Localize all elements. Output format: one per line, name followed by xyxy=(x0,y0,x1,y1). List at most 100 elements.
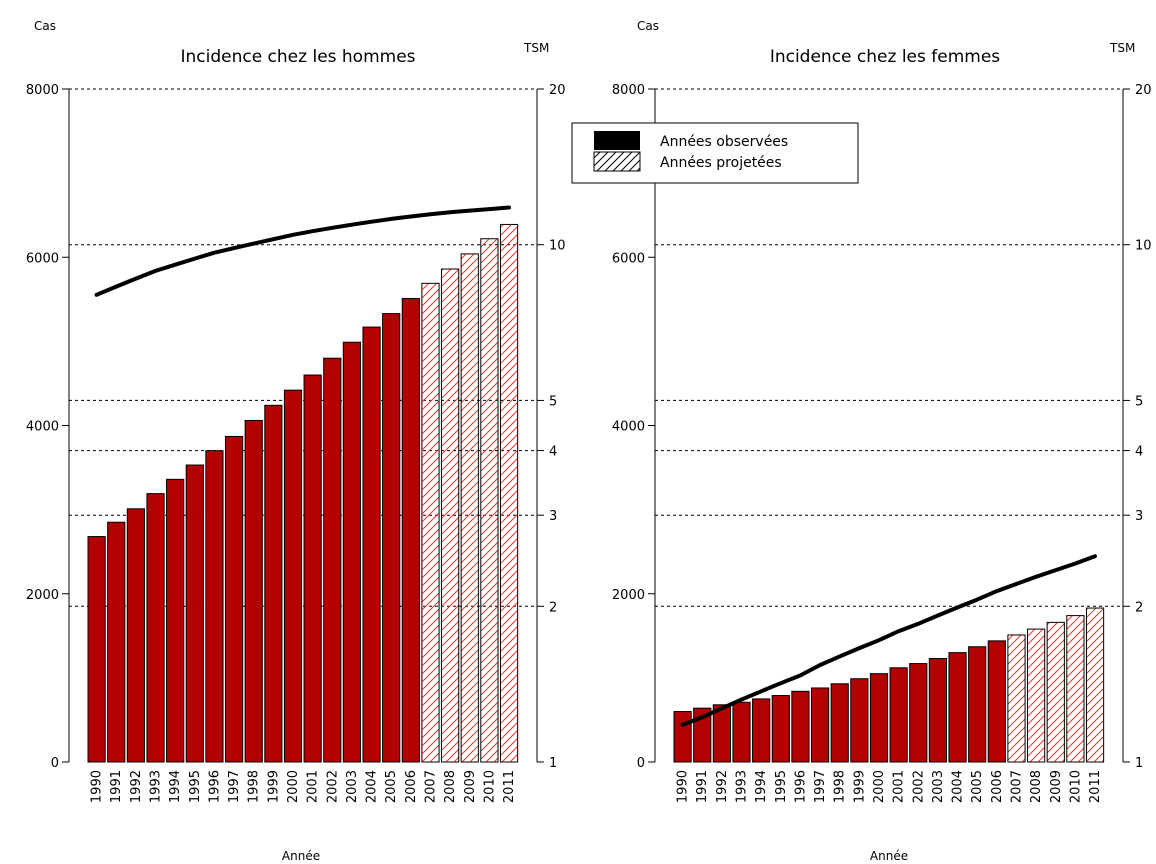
bar-observed xyxy=(830,683,849,763)
x-tick-label: 2007 xyxy=(423,770,438,803)
bar-observed xyxy=(126,508,145,763)
bar-observed xyxy=(693,707,712,763)
x-tick-label: 1997 xyxy=(227,770,242,803)
x-tick-label: 2000 xyxy=(872,770,887,803)
bar-observed xyxy=(401,297,420,763)
x-tick-label: 2009 xyxy=(1049,770,1064,803)
legend-observed-label: Années observées xyxy=(660,134,788,150)
x-tick-label: 2003 xyxy=(931,770,946,803)
y-tick-label-right: 3 xyxy=(549,509,557,524)
x-tick-label: 1990 xyxy=(676,770,691,803)
bar-projected xyxy=(421,282,440,763)
bar-projected xyxy=(1046,621,1065,763)
tsm-line xyxy=(94,205,511,297)
x-tick-label: 2009 xyxy=(463,770,478,803)
left-chart-title: Incidence chez les hommes xyxy=(180,47,415,67)
y-tick-label-right: 1 xyxy=(1135,756,1143,771)
y-tick-label-left: 6000 xyxy=(26,251,59,266)
bar-observed xyxy=(303,374,322,763)
y-tick-label-right: 20 xyxy=(549,83,566,98)
y-tick-label-left: 8000 xyxy=(26,83,59,98)
x-tick-label: 1995 xyxy=(774,770,789,803)
x-tick-label: 1998 xyxy=(833,770,848,803)
bar-observed xyxy=(948,652,967,763)
y-tick-label-left: 4000 xyxy=(612,420,645,435)
bar-projected xyxy=(1066,615,1085,763)
x-tick-label: 1992 xyxy=(715,770,730,803)
bar-observed xyxy=(752,698,771,763)
x-tick-label: 1999 xyxy=(852,770,867,803)
y-tick-label-right: 2 xyxy=(1135,600,1143,615)
bar-projected xyxy=(499,223,519,763)
x-tick-label: 2005 xyxy=(970,770,985,803)
y-tick-label-left: 2000 xyxy=(612,588,645,603)
bar-observed xyxy=(889,667,908,763)
bar-observed xyxy=(673,711,692,763)
x-tick-label: 1994 xyxy=(168,770,183,803)
bar-observed xyxy=(107,521,126,763)
bar-projected xyxy=(1027,628,1046,763)
x-tick-label: 2004 xyxy=(951,770,966,803)
left-y-label: Cas xyxy=(34,19,56,33)
right-chart-title: Incidence chez les femmes xyxy=(770,47,1000,67)
y-tick-label-right: 3 xyxy=(1135,509,1143,524)
y-tick-label-right: 10 xyxy=(549,239,566,254)
tsm-line xyxy=(680,554,1097,727)
x-tick-label: 2002 xyxy=(325,770,340,803)
y-tick-label-right: 4 xyxy=(549,445,557,460)
x-tick-label: 2008 xyxy=(1029,770,1044,803)
bar-observed xyxy=(342,341,362,763)
legend: Années observées Années projetées xyxy=(571,122,859,184)
bar-observed xyxy=(968,646,987,763)
x-tick-label: 1994 xyxy=(754,770,769,803)
bar-projected xyxy=(460,253,479,763)
bar-observed xyxy=(224,435,244,763)
bar-observed xyxy=(791,690,810,763)
bar-observed xyxy=(146,493,165,763)
legend-projected-swatch xyxy=(593,151,641,172)
y-tick-label-right: 5 xyxy=(549,394,557,409)
y-tick-label-right: 1 xyxy=(549,756,557,771)
x-tick-label: 2006 xyxy=(404,770,419,803)
bar-observed xyxy=(166,478,185,763)
bar-projected xyxy=(1007,634,1026,763)
x-tick-label: 2004 xyxy=(365,770,380,803)
x-tick-label: 2002 xyxy=(911,770,926,803)
bar-observed xyxy=(205,450,224,763)
women-incidence-chart: 0 2000 4000 6000 8000 1 2 3 4 5 10 20 1990 1991 1992 19… xyxy=(612,83,1152,803)
bar-observed xyxy=(283,389,303,763)
bar-observed xyxy=(712,704,731,763)
y-tick-label-right: 2 xyxy=(549,600,557,615)
right-right-axis-label: TSM xyxy=(1109,41,1135,55)
x-tick-label: 2011 xyxy=(1088,770,1103,803)
bar-observed xyxy=(928,658,948,763)
legend-observed-swatch xyxy=(594,131,640,150)
right-y-label: Cas xyxy=(637,19,659,33)
legend-projected-label: Années projetées xyxy=(660,155,782,171)
x-tick-label: 1991 xyxy=(109,770,124,803)
y-tick-label-right: 10 xyxy=(1135,239,1152,254)
bar-observed xyxy=(909,663,928,763)
x-tick-label: 2008 xyxy=(443,770,458,803)
bar-observed xyxy=(362,326,381,763)
men-incidence-chart: 0 2000 4000 6000 8000 1 2 3 4 5 10 20 1990 1991 1992 19… xyxy=(26,83,566,803)
right-x-label: Année xyxy=(870,849,908,863)
x-tick-label: 1993 xyxy=(149,770,164,803)
x-tick-label: 1996 xyxy=(793,770,808,803)
x-tick-label: 1997 xyxy=(813,770,828,803)
bar-observed xyxy=(185,464,204,763)
x-tick-label: 2011 xyxy=(502,770,517,803)
bar-observed xyxy=(771,695,790,763)
x-tick-label: 2001 xyxy=(306,770,321,803)
y-tick-label-left: 2000 xyxy=(26,588,59,603)
bar-observed xyxy=(87,536,106,763)
bar-projected xyxy=(1085,607,1105,763)
x-tick-label: 1990 xyxy=(90,770,105,803)
x-tick-label: 2010 xyxy=(1068,770,1083,803)
bar-observed xyxy=(323,357,342,763)
bar-projected xyxy=(480,238,499,763)
y-tick-label-left: 8000 xyxy=(612,83,645,98)
bar-projected xyxy=(441,268,460,763)
